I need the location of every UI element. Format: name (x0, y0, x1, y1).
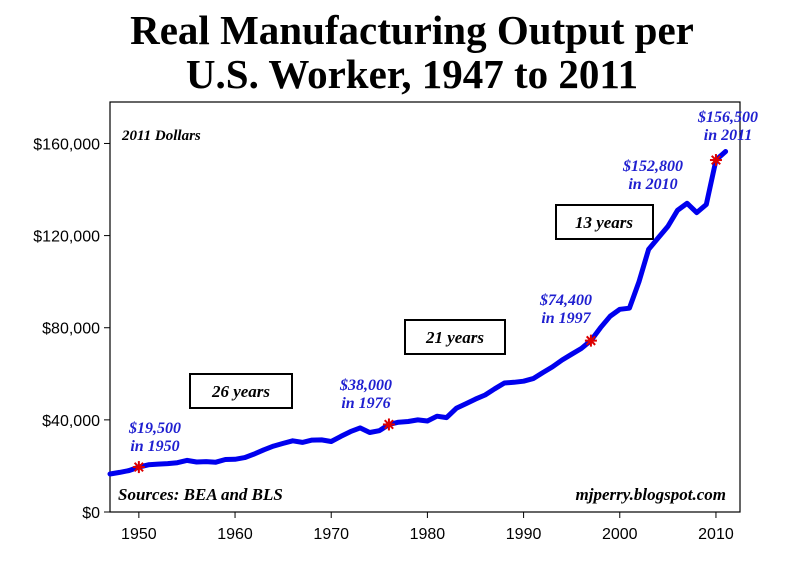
marker-layer (132, 154, 722, 474)
callout-label: in 1997 (541, 310, 591, 327)
plot-frame (109, 101, 741, 513)
y-tick-label: $160,000 (33, 136, 100, 153)
interval-box-2: 21 years (404, 319, 506, 355)
y-axis: $0 $40,000 $80,000 $120,000 $160,000 (33, 136, 110, 522)
highlight-marker-stroke (585, 335, 596, 346)
x-tick-label: 2010 (698, 526, 734, 543)
interval-label-3: 13 years (575, 213, 633, 232)
highlight-marker-stroke (133, 462, 144, 473)
highlight-marker (709, 154, 722, 167)
callout-label: in 2010 (628, 176, 677, 193)
highlight-marker-stroke (383, 419, 394, 430)
callout-label: in 1950 (130, 438, 179, 455)
highlight-marker-stroke (711, 155, 721, 165)
source-note: Sources: BEA and BLS (118, 485, 283, 504)
units-note: 2011 Dollars (121, 128, 201, 144)
interval-box-3: 13 years (555, 204, 654, 240)
callout-label: $38,000 (339, 377, 392, 394)
callout-label: in 1976 (341, 395, 390, 412)
x-tick-label: 2000 (602, 526, 638, 543)
callout-label: $74,400 (539, 292, 592, 309)
y-tick-label: $0 (82, 505, 100, 522)
highlight-marker (382, 418, 395, 431)
interval-box-1: 26 years (189, 373, 293, 409)
series-layer (107, 149, 729, 477)
highlight-marker (132, 461, 145, 474)
interval-box-1-frame (189, 373, 293, 409)
x-axis: 1950 1960 1970 1980 1990 2000 2010 (121, 512, 734, 543)
interval-label-1: 26 years (211, 382, 270, 401)
callout-label: $152,800 (622, 158, 683, 175)
callout-label: $19,500 (128, 420, 181, 437)
interval-box-3-frame (555, 204, 654, 240)
credit-note: mjperry.blogspot.com (576, 485, 726, 504)
x-tick-label: 1960 (217, 526, 253, 543)
x-tick-label: 1990 (506, 526, 542, 543)
x-tick-label: 1970 (313, 526, 349, 543)
interval-box-2-frame (404, 319, 506, 355)
x-tick-label: 1980 (410, 526, 446, 543)
y-tick-label: $40,000 (42, 413, 100, 430)
y-tick-label: $80,000 (42, 321, 100, 338)
highlight-marker (584, 334, 597, 347)
callout-label: $156,500 (697, 109, 758, 126)
chart-title-line-1: Real Manufacturing Output per (130, 7, 694, 53)
series-line (107, 149, 729, 477)
y-tick-label: $120,000 (33, 229, 100, 246)
interval-label-2: 21 years (425, 328, 484, 347)
callout-label: in 2011 (704, 127, 752, 144)
x-tick-label: 1950 (121, 526, 157, 543)
chart-title-line-2: U.S. Worker, 1947 to 2011 (186, 51, 638, 97)
